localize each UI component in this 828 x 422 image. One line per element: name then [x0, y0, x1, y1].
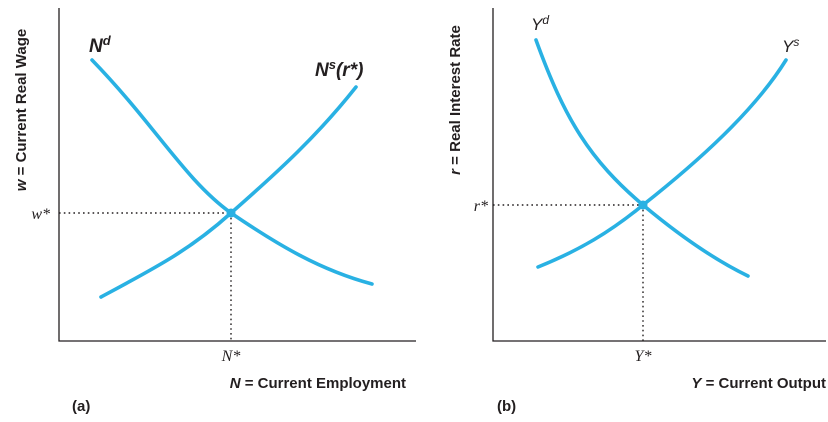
panel-b-output-supply-curve: [536, 58, 788, 269]
panel-b-eq-output-tick: Y*: [635, 348, 652, 365]
panel-a-supply-label: Ns(r*): [315, 57, 363, 81]
panel-b-eq-rate-tick: r*: [474, 198, 488, 215]
panel-a-label: (a): [72, 398, 90, 415]
panel-b-output-demand-curve: [534, 38, 750, 278]
panel-a-x-axis-text: = Current Employment: [241, 375, 406, 392]
panel-a-x-axis-var: N: [230, 375, 242, 392]
panel-b-y-axis-text: = Real Interest Rate: [447, 25, 464, 169]
panel-a-eq-wage-tick: w*: [31, 206, 50, 223]
panel-b: r = Real Interest Rate Y = Current Outpu…: [447, 8, 826, 415]
panel-b-x-axis-title: Y = Current Output: [691, 375, 826, 392]
panel-a-y-axis-title: w = Current Real Wage: [13, 29, 30, 191]
panel-a-y-axis-text: = Current Real Wage: [13, 29, 30, 180]
panel-a: w = Current Real Wage N = Current Employ…: [13, 8, 416, 415]
panel-b-axes: [492, 8, 826, 342]
panel-a-y-axis-var: w: [13, 178, 30, 191]
panel-b-equilibrium-point: [638, 200, 648, 210]
panel-a-eq-employment-tick: N*: [221, 348, 241, 365]
panel-b-supply-label: Ys: [782, 35, 799, 56]
panel-a-x-axis-title: N = Current Employment: [230, 375, 406, 392]
panel-b-label: (b): [497, 398, 516, 415]
panel-a-demand-label: Nd: [89, 33, 112, 57]
panel-a-equilibrium-point: [226, 208, 236, 218]
panel-a-labor-demand-curve: [90, 58, 374, 286]
panel-b-demand-label: Yd: [531, 13, 549, 34]
panel-b-x-axis-var: Y: [691, 375, 703, 392]
panel-a-axes: [58, 8, 416, 342]
panel-b-y-axis-title: r = Real Interest Rate: [447, 25, 464, 175]
panel-b-x-axis-text: = Current Output: [701, 375, 826, 392]
panel-b-y-axis-var: r: [447, 168, 464, 175]
